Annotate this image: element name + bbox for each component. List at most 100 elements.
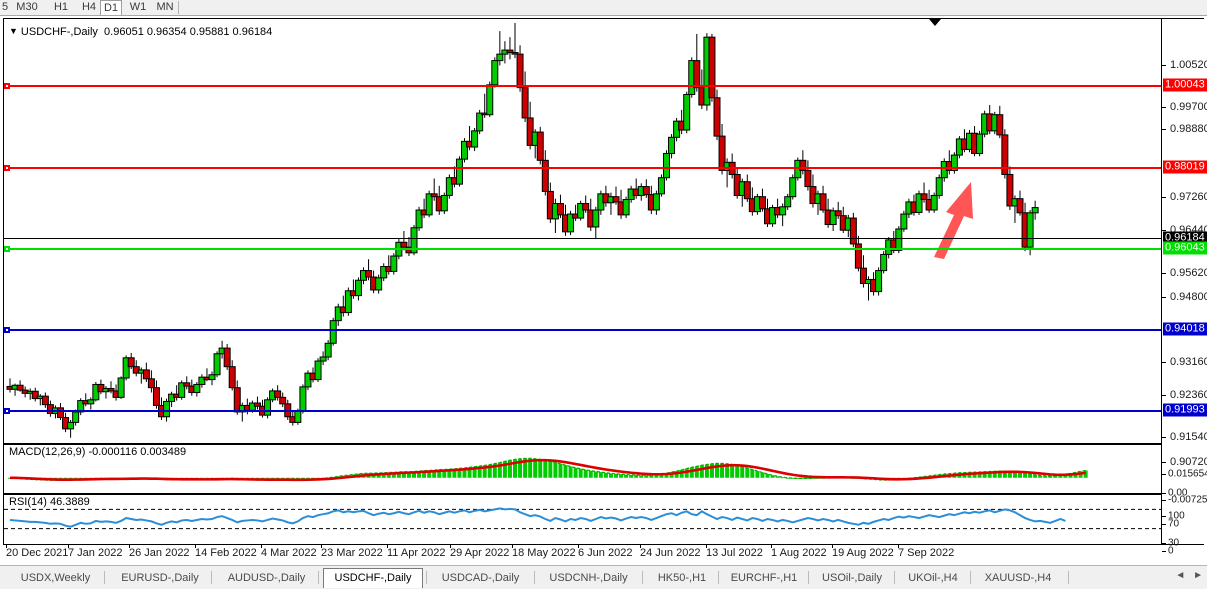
timeframe-button-h4[interactable]: H4 — [81, 1, 97, 13]
date-axis-tick — [6, 545, 7, 548]
date-axis-label: 14 Feb 2022 — [195, 547, 257, 559]
chart-tab-ukoil-h4[interactable]: UKOil-,H4 — [908, 572, 958, 584]
chart-tab-eurchf-h1[interactable]: EURCHF-,H1 — [730, 572, 798, 584]
timeframe-button-mn[interactable]: MN — [156, 1, 174, 13]
date-axis-label: 19 Aug 2022 — [832, 547, 894, 559]
indicator-axis-tick — [1162, 551, 1166, 552]
chart-tab-hk50-h1[interactable]: HK50-,H1 — [657, 572, 707, 584]
date-axis-tick — [512, 545, 513, 548]
timeframe-button-m30[interactable]: M30 — [16, 1, 38, 13]
date-axis-label: 1 Aug 2022 — [771, 547, 827, 559]
price-level-badge-0.96043[interactable]: 0.96043 — [1163, 241, 1207, 255]
price-axis-tick — [1162, 197, 1166, 198]
price-axis[interactable]: 1.00520 0.99700 0.98880 0.97260 0.96440 0.956… — [1161, 19, 1207, 557]
price-axis-tick — [1162, 65, 1166, 66]
indicator-axis-label: 0.015654 — [1168, 468, 1207, 480]
price-axis-tick — [1162, 107, 1166, 108]
pane-divider-2 — [4, 493, 1161, 494]
chart-tab-usdx-weekly[interactable]: USDX,Weekly — [20, 572, 91, 584]
date-axis: 20 Dec 2021 7 Jan 2022 26 Jan 2022 14 Feb 2… — [3, 545, 1204, 563]
price-level-badge-0.91993[interactable]: 0.91993 — [1163, 403, 1207, 417]
rsi-plot — [4, 507, 1161, 530]
price-axis-tick — [1162, 273, 1166, 274]
tab-scroll-controls[interactable]: ◄ ► — [1170, 570, 1203, 581]
date-axis-label: 7 Sep 2022 — [898, 547, 955, 559]
macd-pane[interactable] — [4, 444, 1161, 493]
level-handle-resistance-1[interactable] — [4, 83, 10, 89]
date-axis-label: 4 Mar 2022 — [261, 547, 317, 559]
indicator-axis-tick — [1162, 543, 1166, 544]
indicator-axis-label: 100 — [1168, 510, 1185, 522]
level-line-current-price[interactable] — [4, 238, 1161, 239]
date-axis-tick — [68, 545, 69, 548]
rsi-indicator-label: RSI(14) 46.3889 — [9, 496, 92, 508]
chart-tab-usoil-daily[interactable]: USOil-,Daily — [822, 572, 882, 584]
price-axis-tick — [1162, 129, 1166, 130]
chart-tab-xauusd-h4[interactable]: XAUUSD-,H4 — [984, 572, 1052, 584]
tab-separator — [318, 571, 319, 584]
indicator-axis-label: -0.007259 — [1168, 494, 1207, 506]
toolbar-separator — [178, 1, 179, 14]
collapse-icon[interactable]: ▼ — [9, 26, 18, 36]
date-axis-tick — [832, 545, 833, 548]
price-axis-tick — [1162, 462, 1166, 463]
price-level-badge-1.00043[interactable]: 1.00043 — [1163, 78, 1207, 92]
level-line-support-green[interactable] — [4, 248, 1161, 250]
tab-scroll-left-icon[interactable]: ◄ — [1175, 570, 1186, 581]
chart-tab-usdchf-daily[interactable]: USDCHF-,Daily — [323, 568, 423, 588]
date-axis-label: 23 Mar 2022 — [321, 547, 383, 559]
date-axis-label: 18 May 2022 — [512, 547, 576, 559]
level-line-support-blue-2[interactable] — [4, 410, 1161, 412]
date-axis-label: 26 Jan 2022 — [129, 547, 190, 559]
chart-tab-usdcad-daily[interactable]: USDCAD-,Daily — [441, 572, 520, 584]
quote-open: 0.96051 — [104, 26, 144, 38]
price-axis-tick — [1162, 362, 1166, 363]
indicator-axis-tick — [1162, 493, 1166, 494]
level-line-support-blue-1[interactable] — [4, 329, 1161, 331]
level-handle-support-green[interactable] — [4, 246, 10, 252]
price-level-badge-0.96184[interactable]: 0.96184 — [1163, 231, 1207, 245]
price-axis-label: 0.98880 — [1170, 123, 1207, 135]
chart-tab-audusd-daily[interactable]: AUDUSD-,Daily — [227, 572, 306, 584]
quote-high: 0.96354 — [146, 26, 187, 38]
price-level-badge-0.94018[interactable]: 0.94018 — [1163, 322, 1207, 336]
indicator-axis-tick — [1162, 516, 1166, 517]
timeframe-button-h1[interactable]: H1 — [53, 1, 69, 13]
tab-separator — [534, 571, 535, 584]
date-axis-label: 6 Jun 2022 — [578, 547, 633, 559]
price-axis-label: 0.97260 — [1170, 191, 1207, 203]
date-axis-tick — [450, 545, 451, 548]
tab-separator — [104, 571, 105, 584]
date-axis-tick — [640, 545, 641, 548]
timeframe-button-w1[interactable]: W1 — [129, 1, 147, 13]
tab-separator — [642, 571, 643, 584]
price-axis-label: 0.92360 — [1170, 389, 1207, 401]
chart-scroll-marker-icon[interactable] — [929, 19, 941, 26]
indicator-axis-label: 0.00 — [1168, 487, 1188, 499]
level-handle-support-blue-2[interactable] — [4, 408, 10, 414]
date-axis-tick — [578, 545, 579, 548]
level-line-resistance-2[interactable] — [4, 167, 1161, 169]
tab-separator — [808, 571, 809, 584]
price-axis-tick — [1162, 395, 1166, 396]
price-level-badge-0.98019[interactable]: 0.98019 — [1163, 160, 1207, 174]
date-axis-label: 24 Jun 2022 — [640, 547, 701, 559]
bullish-arrow[interactable] — [934, 182, 973, 259]
timeframe-button-5[interactable]: 5 — [1, 1, 9, 13]
timeframe-button-d1[interactable]: D1 — [100, 0, 122, 15]
chart-tab-usdcnh-daily[interactable]: USDCNH-,Daily — [549, 572, 628, 584]
level-handle-support-blue-1[interactable] — [4, 327, 10, 333]
price-pane[interactable] — [4, 19, 1161, 443]
indicator-axis-label: 0 — [1168, 545, 1174, 557]
symbol-label: USDCHF-,Daily — [20, 26, 98, 38]
tab-separator — [718, 571, 719, 584]
chart-tab-eurusd-daily[interactable]: EURUSD-,Daily — [121, 572, 199, 584]
date-axis-tick — [261, 545, 262, 548]
level-handle-resistance-2[interactable] — [4, 165, 10, 171]
macd-indicator-label: MACD(12,26,9) -0.000116 0.003489 — [9, 446, 189, 458]
level-line-resistance-1[interactable] — [4, 85, 1161, 87]
date-axis-tick — [898, 545, 899, 548]
rsi-pane[interactable] — [4, 494, 1161, 543]
tab-scroll-right-icon[interactable]: ► — [1193, 570, 1203, 581]
